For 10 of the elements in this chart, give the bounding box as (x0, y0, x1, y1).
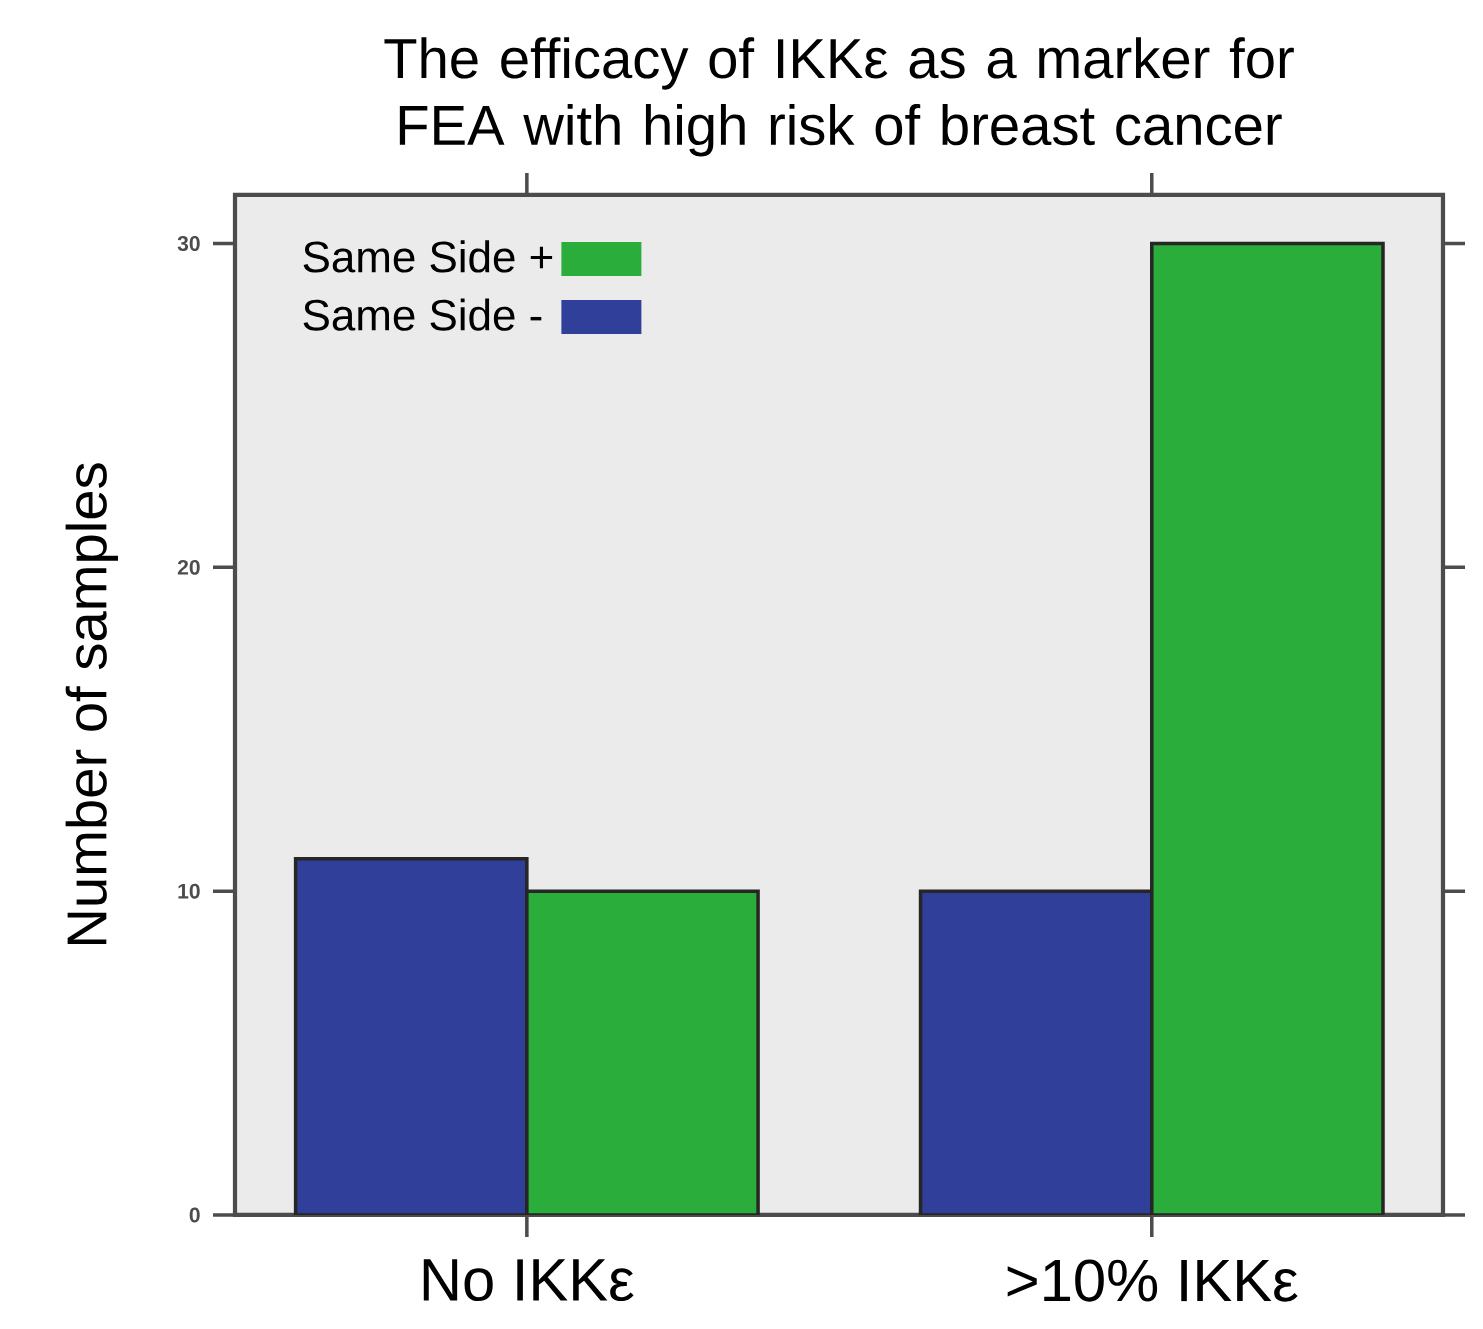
y-tick-label: 20 (177, 559, 200, 575)
y-tick-label: 10 (178, 883, 200, 899)
y-tick-label: 0 (189, 1207, 200, 1223)
x-tick-label: No IKKε (423, 1259, 634, 1302)
chart-title: The efficacy of IKKε as a marker for FEA with high risk of breast cancer (384, 37, 1294, 157)
x-tick-label: >10% IKKε (1007, 1259, 1298, 1302)
y-axis-title: Number of samples (65, 463, 119, 945)
legend-label: Same Side - (303, 298, 542, 331)
legend-label: Same Side + (303, 240, 553, 273)
y-tick-label: 30 (177, 236, 200, 252)
